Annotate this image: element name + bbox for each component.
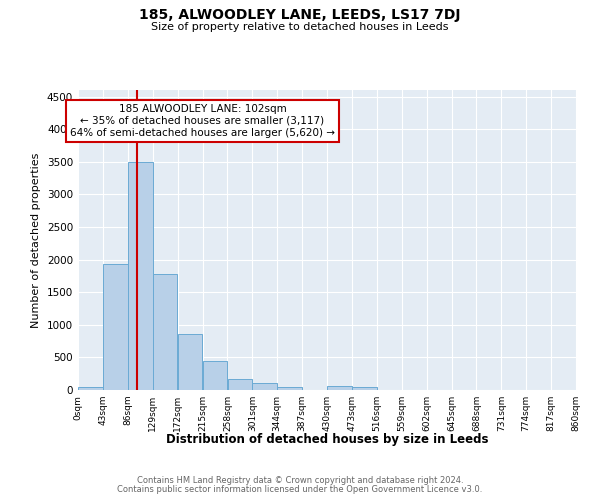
Bar [103, 264, 128, 390]
Bar [78, 386, 103, 390]
Text: Contains public sector information licensed under the Open Government Licence v3: Contains public sector information licen… [118, 485, 482, 494]
Text: Contains HM Land Registry data © Crown copyright and database right 2024.: Contains HM Land Registry data © Crown c… [137, 476, 463, 485]
Bar [178, 334, 202, 390]
Bar [128, 162, 152, 390]
Bar [227, 378, 252, 390]
Text: Distribution of detached houses by size in Leeds: Distribution of detached houses by size … [166, 432, 488, 446]
Bar [352, 386, 377, 390]
Text: Size of property relative to detached houses in Leeds: Size of property relative to detached ho… [151, 22, 449, 32]
Bar [327, 386, 352, 390]
Bar [277, 386, 302, 390]
Text: 185, ALWOODLEY LANE, LEEDS, LS17 7DJ: 185, ALWOODLEY LANE, LEEDS, LS17 7DJ [139, 8, 461, 22]
Y-axis label: Number of detached properties: Number of detached properties [31, 152, 41, 328]
Bar [253, 384, 277, 390]
Text: 185 ALWOODLEY LANE: 102sqm
← 35% of detached houses are smaller (3,117)
64% of s: 185 ALWOODLEY LANE: 102sqm ← 35% of deta… [70, 104, 335, 138]
Bar [203, 360, 227, 390]
Bar [153, 274, 178, 390]
